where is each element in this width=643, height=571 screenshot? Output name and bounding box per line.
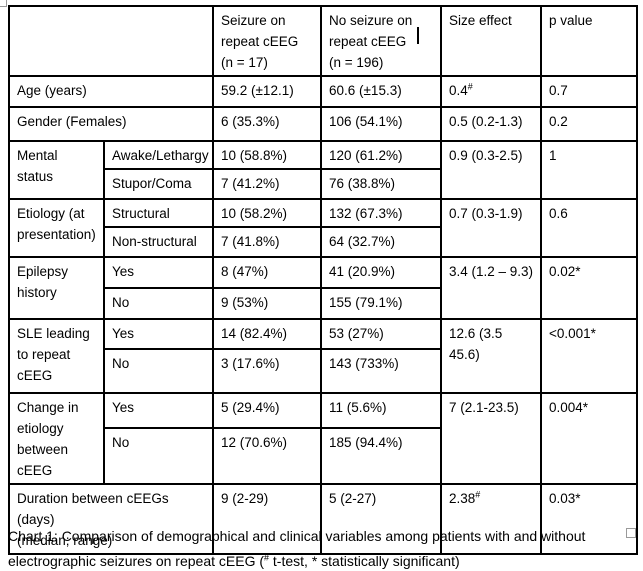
change-effect-cell: 7 (2.1-23.5) [440, 392, 542, 485]
sle-label-cell: SLE leading to repeat cEEG [8, 318, 105, 394]
etiology-sub1-cell: Structural [103, 198, 214, 228]
duration-effect-cell: 2.38# [440, 483, 542, 555]
epilepsy-seizure2-cell: 9 (53%) [212, 287, 322, 320]
caption-text-after: t-test, * statistically significant) [269, 553, 460, 569]
sle-no-seizure2-cell: 143 (733%) [320, 348, 442, 394]
change-sub2-cell: No [103, 427, 214, 485]
sle-seizure2-cell: 3 (17.6%) [212, 348, 322, 394]
comparison-table: Seizure on repeat cEEG (n = 17) No seizu… [8, 5, 638, 555]
change-no-seizure2-cell: 185 (94.4%) [320, 427, 442, 485]
sle-row-2: No 3 (17.6%) 143 (733%) [9, 348, 637, 394]
duration-seizure-cell: 9 (2-29) [212, 483, 322, 555]
age-no-seizure-cell: 60.6 (±15.3) [320, 75, 442, 108]
age-row: Age (years) 59.2 (±12.1) 60.6 (±15.3) 0.… [8, 75, 638, 108]
mental-sub1-cell: Awake/Lethargy [103, 140, 214, 170]
age-p-cell: 0.7 [540, 75, 638, 108]
header-row: Seizure on repeat cEEG (n = 17) No seizu… [8, 5, 638, 77]
etiology-seizure1-cell: 10 (58.2%) [212, 198, 322, 228]
age-effect-value: 0.4 [449, 83, 468, 98]
duration-p-cell: 0.03* [540, 483, 638, 555]
header-no-seizure-cell: No seizure on repeat cEEG (n = 196) [320, 5, 442, 77]
change-row-1: Change in etiology between cEEG Yes 5 (2… [8, 392, 638, 485]
etiology-label-cell: Etiology (at presentation) [8, 198, 105, 258]
epilepsy-no-seizure2-cell: 155 (79.1%) [320, 287, 442, 320]
sle-row-1: SLE leading to repeat cEEG Yes 14 (82.4%… [8, 318, 638, 394]
change-p-cell: 0.004* [540, 392, 638, 485]
gender-label-cell: Gender (Females) [8, 106, 214, 142]
mental-status-row-2: Stupor/Coma 7 (41.2%) 76 (38.8%) [9, 168, 637, 200]
sle-no-seizure1-cell: 53 (27%) [320, 318, 442, 350]
age-seizure-cell: 59.2 (±12.1) [212, 75, 322, 108]
change-sub1-cell: Yes [103, 392, 214, 429]
mental-status-row-1: Mental status Awake/Lethargy 10 (58.8%) … [8, 140, 638, 200]
etiology-row-1: Etiology (at presentation) Structural 10… [8, 198, 638, 258]
epilepsy-row-1: Epilepsy history Yes 8 (47%) 41 (20.9%) … [8, 256, 638, 320]
header-blank-cell [8, 5, 214, 77]
mental-seizure1-cell: 10 (58.8%) [212, 140, 322, 170]
gender-no-seizure-cell: 106 (54.1%) [320, 106, 442, 142]
mental-sub2-cell: Stupor/Coma [103, 168, 214, 200]
etiology-no-seizure2-cell: 64 (32.7%) [320, 226, 442, 258]
change-no-seizure1-cell: 11 (5.6%) [320, 392, 442, 429]
text-cursor [417, 27, 419, 44]
duration-effect-value: 2.38 [449, 491, 476, 506]
sle-seizure1-cell: 14 (82.4%) [212, 318, 322, 350]
duration-effect-superscript: # [475, 489, 481, 500]
table-caption: Chart 1: Comparison of demographical and… [8, 524, 636, 571]
gender-row: Gender (Females) 6 (35.3%) 106 (54.1%) 0… [8, 106, 638, 142]
gender-seizure-cell: 6 (35.3%) [212, 106, 322, 142]
change-row-2: No 12 (70.6%) 185 (94.4%) [9, 427, 637, 485]
etiology-sub2-cell: Non-structural [103, 226, 214, 258]
mental-label-cell: Mental status [8, 140, 105, 200]
epilepsy-seizure1-cell: 8 (47%) [212, 256, 322, 289]
etiology-row-2: Non-structural 7 (41.8%) 64 (32.7%) [9, 226, 637, 258]
epilepsy-sub1-cell: Yes [103, 256, 214, 289]
epilepsy-p-cell: 0.02* [540, 256, 638, 320]
mental-no-seizure2-cell: 76 (38.8%) [320, 168, 442, 200]
sle-p-cell: <0.001* [540, 318, 638, 394]
sle-sub2-cell: No [103, 348, 214, 394]
gender-effect-cell: 0.5 (0.2-1.3) [440, 106, 542, 142]
header-size-effect-cell: Size effect [440, 5, 542, 77]
table-resize-handle[interactable] [626, 528, 636, 538]
age-effect-superscript: # [467, 81, 473, 92]
mental-effect-cell: 0.9 (0.3-2.5) [440, 140, 542, 200]
header-p-value-cell: p value [540, 5, 638, 77]
duration-row: Duration between cEEGs (days) (median; r… [8, 483, 638, 555]
age-effect-cell: 0.4# [440, 75, 542, 108]
duration-label-cell: Duration between cEEGs (days) (median; r… [8, 483, 214, 555]
table-move-handle-icon[interactable] [0, 0, 7, 7]
age-label-cell: Age (years) [8, 75, 214, 108]
change-seizure1-cell: 5 (29.4%) [212, 392, 322, 429]
etiology-no-seizure1-cell: 132 (67.3%) [320, 198, 442, 228]
caption-hash-superscript: # [264, 552, 270, 563]
sle-sub1-cell: Yes [103, 318, 214, 350]
epilepsy-effect-cell: 3.4 (1.2 – 9.3) [440, 256, 542, 320]
change-label-cell: Change in etiology between cEEG [8, 392, 105, 485]
etiology-seizure2-cell: 7 (41.8%) [212, 226, 322, 258]
epilepsy-sub2-cell: No [103, 287, 214, 320]
change-seizure2-cell: 12 (70.6%) [212, 427, 322, 485]
mental-no-seizure1-cell: 120 (61.2%) [320, 140, 442, 170]
etiology-p-cell: 0.6 [540, 198, 638, 258]
epilepsy-row-2: No 9 (53%) 155 (79.1%) [9, 287, 637, 320]
duration-no-seizure-cell: 5 (2-27) [320, 483, 442, 555]
etiology-effect-cell: 0.7 (0.3-1.9) [440, 198, 542, 258]
epilepsy-no-seizure1-cell: 41 (20.9%) [320, 256, 442, 289]
gender-p-cell: 0.2 [540, 106, 638, 142]
epilepsy-label-cell: Epilepsy history [8, 256, 105, 320]
header-seizure-cell: Seizure on repeat cEEG (n = 17) [212, 5, 322, 77]
mental-seizure2-cell: 7 (41.2%) [212, 168, 322, 200]
mental-p-cell: 1 [540, 140, 638, 200]
sle-effect-cell: 12.6 (3.5 45.6) [440, 318, 542, 394]
caption-text-before: Chart 1: Comparison of demographical and… [8, 528, 586, 569]
